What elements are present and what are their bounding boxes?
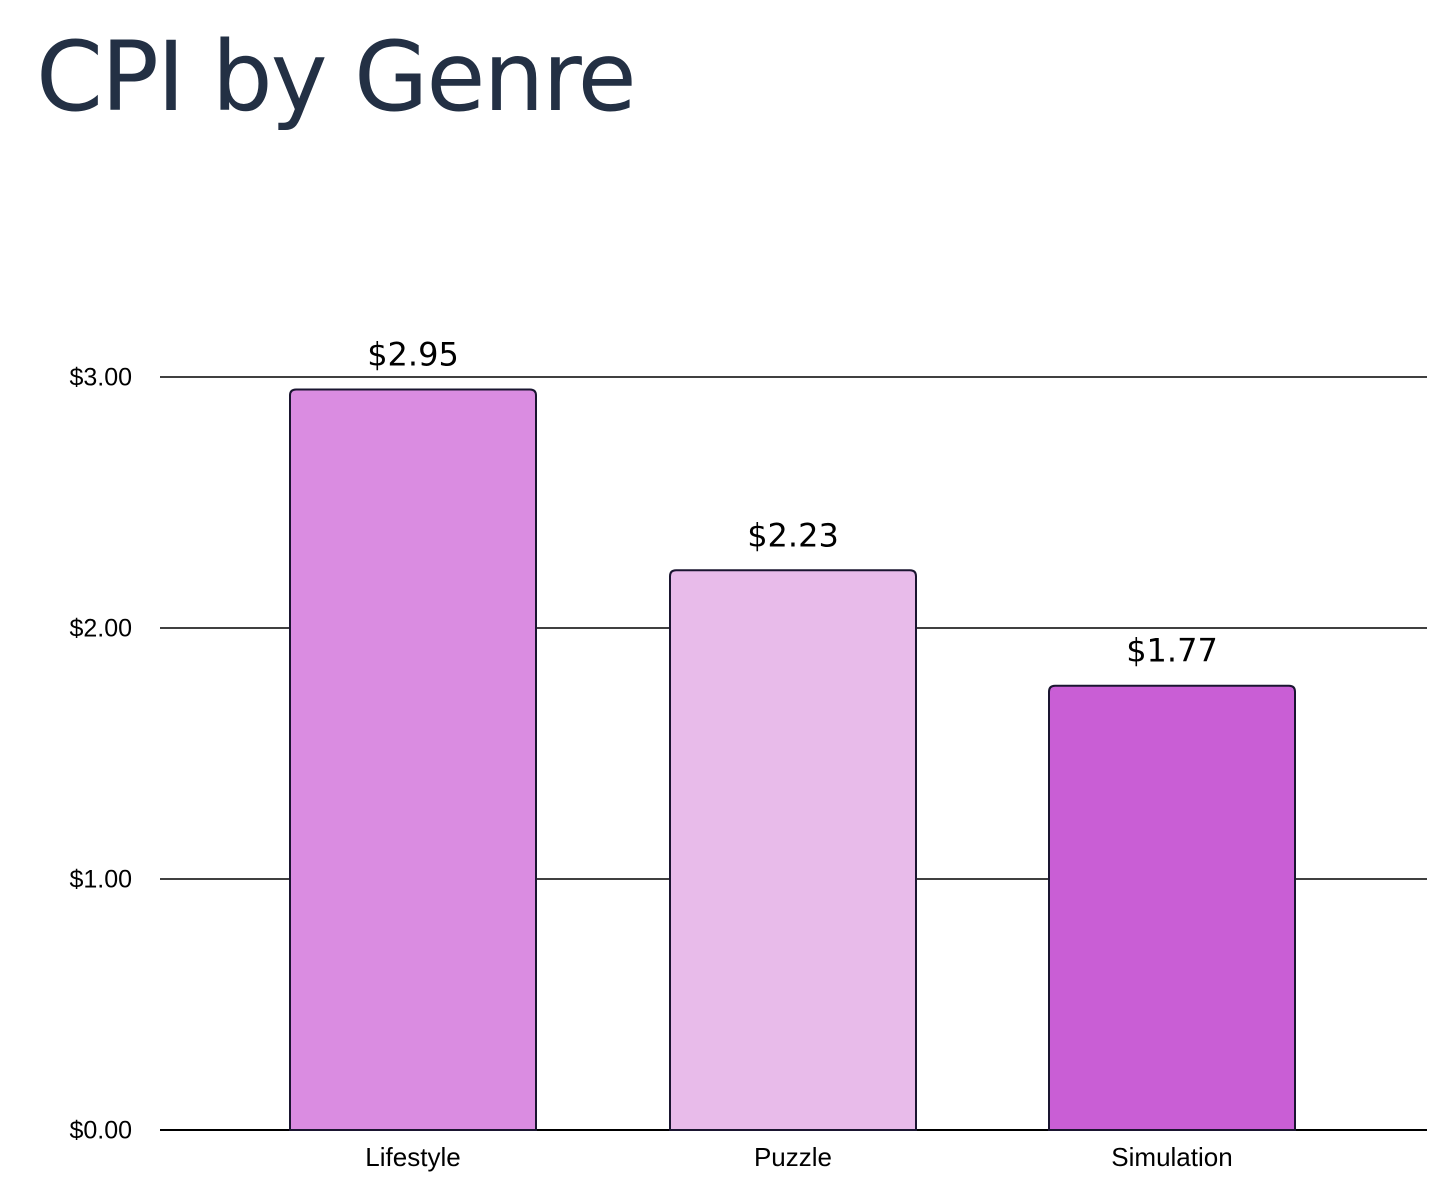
y-axis-ticks: $0.00 $1.00 $2.00 $3.00 — [69, 364, 132, 1145]
bars — [289, 388, 1296, 1131]
value-label: $2.95 — [367, 336, 459, 374]
value-labels: $2.95 $2.23 $1.77 — [367, 336, 1218, 670]
y-tick-label: $1.00 — [69, 866, 132, 894]
chart-title: CPI by Genre — [36, 21, 637, 133]
bar-simulation — [1048, 684, 1296, 1131]
x-axis-categories: Lifestyle Puzzle Simulation — [365, 1142, 1232, 1172]
x-tick-label: Simulation — [1111, 1142, 1232, 1172]
y-tick-label: $0.00 — [69, 1117, 132, 1145]
x-tick-label: Puzzle — [754, 1142, 832, 1172]
bar-puzzle — [669, 569, 917, 1131]
bar-lifestyle — [289, 388, 537, 1131]
x-tick-label: Lifestyle — [365, 1142, 460, 1172]
value-label: $1.77 — [1126, 632, 1218, 670]
value-label: $2.23 — [747, 516, 839, 554]
y-tick-label: $3.00 — [69, 364, 132, 392]
y-tick-label: $2.00 — [69, 615, 132, 643]
